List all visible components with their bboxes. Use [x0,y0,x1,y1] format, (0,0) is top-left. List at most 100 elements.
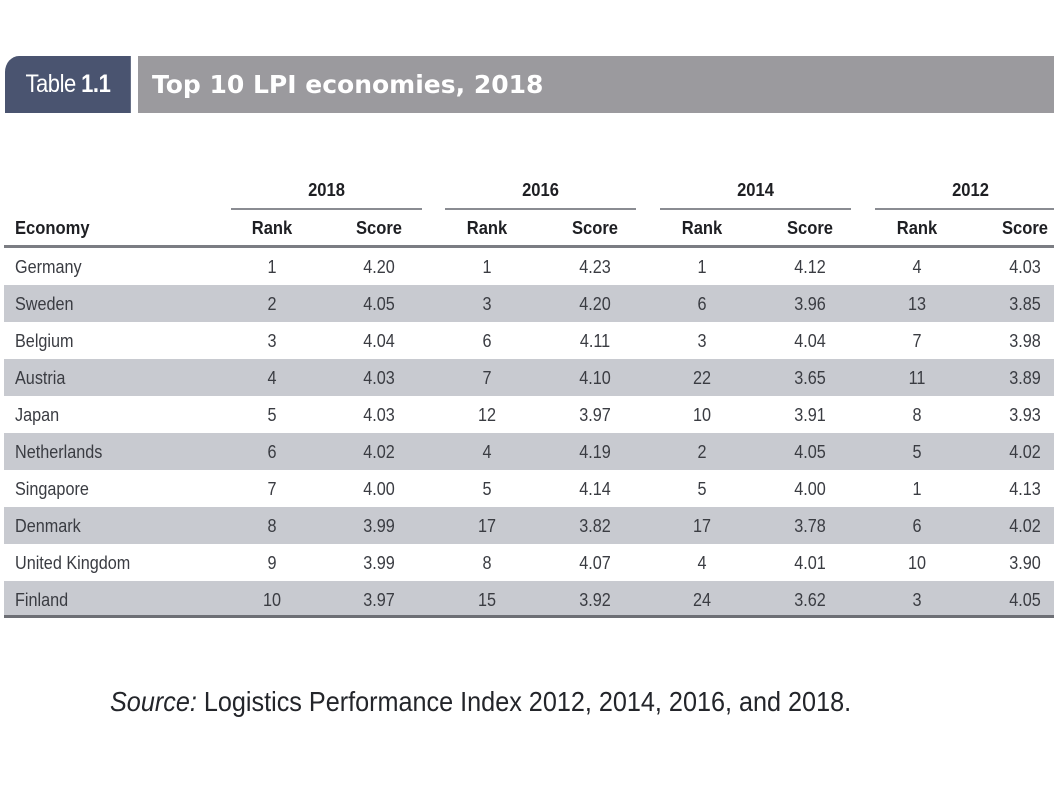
table-row: Belgium 3 4.04 6 4.11 3 4.04 7 3.98 [4,322,1054,359]
score-cell: 3.62 [794,590,826,610]
score-cell: 3.97 [363,590,395,610]
rank-cell: 5 [912,442,922,462]
table-row: Japan 5 4.03 12 3.97 10 3.91 8 3.93 [4,396,1054,433]
score-cell: 4.00 [794,479,826,499]
economy-cell: Finland [15,590,69,610]
rank-cell: 8 [267,516,277,536]
score-cell: 4.20 [579,294,611,314]
score-cell: 4.23 [579,257,611,277]
score-cell: 3.99 [363,516,395,536]
score-cell: 4.04 [363,331,395,351]
score-cell: 3.91 [794,405,826,425]
table-label-prefix: Table [25,70,76,98]
rank-cell: 5 [267,405,277,425]
rank-cell: 2 [697,442,707,462]
table-row: Sweden 2 4.05 3 4.20 6 3.96 13 3.85 [4,285,1054,322]
rank-cell: 22 [692,368,712,388]
rank-cell: 8 [912,405,922,425]
score-cell: 3.65 [794,368,826,388]
rank-cell: 10 [692,405,712,425]
rank-cell: 7 [912,331,922,351]
lpi-table: 2018 2016 2014 2012 Economy Rank Score Rank Sc… [4,170,1054,618]
rank-cell: 5 [482,479,492,499]
rank-cell: 4 [912,257,922,277]
score-cell: 4.01 [794,553,826,573]
year-header-2018: 2018 [308,180,345,200]
column-header-row: Economy Rank Score Rank Score Rank Score Rank S… [4,210,1054,248]
score-cell: 4.03 [1009,257,1041,277]
rank-cell: 9 [267,553,277,573]
score-cell: 3.98 [1009,331,1041,351]
rank-cell: 6 [912,516,922,536]
rank-cell: 3 [482,294,492,314]
score-header-2018: Score [355,218,403,238]
score-cell: 4.12 [794,257,826,277]
table-row: Finland 10 3.97 15 3.92 24 3.62 3 4.05 [4,581,1054,618]
economy-cell: Belgium [15,331,74,351]
score-cell: 4.05 [363,294,395,314]
score-cell: 3.96 [794,294,826,314]
table-label-number: 1.1 [81,70,111,98]
rank-cell: 11 [908,368,926,388]
rank-cell: 8 [482,553,492,573]
rank-cell: 15 [477,590,497,610]
economy-header: Economy [15,218,90,238]
score-cell: 3.82 [579,516,611,536]
year-header-2016: 2016 [522,180,559,200]
table-title-bar: Top 10 LPI economies, 2018 [138,56,1054,113]
economy-cell: Denmark [15,516,81,536]
score-cell: 4.03 [363,405,395,425]
score-cell: 4.05 [1009,590,1041,610]
rank-cell: 3 [267,331,277,351]
economy-cell: Sweden [15,294,74,314]
rank-cell: 10 [262,590,282,610]
score-cell: 4.11 [579,331,611,351]
year-group-rule [445,208,636,210]
score-cell: 3.99 [363,553,395,573]
score-cell: 4.00 [363,479,395,499]
score-cell: 3.92 [579,590,611,610]
score-header-2012: Score [1001,218,1049,238]
table-body: Germany 1 4.20 1 4.23 1 4.12 4 4.03 Sweden 2 4.05 3 4… [4,248,1054,618]
score-cell: 4.03 [363,368,395,388]
rank-cell: 6 [482,331,492,351]
year-header-2014: 2014 [737,180,774,200]
rank-header-2012: Rank [896,218,938,238]
score-cell: 3.89 [1009,368,1041,388]
table-row: Austria 4 4.03 7 4.10 22 3.65 11 3.89 [4,359,1054,396]
rank-cell: 10 [907,553,927,573]
rank-cell: 1 [697,257,707,277]
rank-cell: 1 [482,257,492,277]
rank-cell: 2 [267,294,277,314]
rank-cell: 7 [482,368,492,388]
rank-cell: 3 [697,331,707,351]
score-cell: 4.10 [579,368,611,388]
economy-cell: Germany [15,257,82,277]
score-cell: 4.07 [579,553,611,573]
rank-header-2018: Rank [251,218,293,238]
source-note: Source: Logistics Performance Index 2012… [110,686,851,718]
year-header-2012: 2012 [952,180,989,200]
economy-cell: Singapore [15,479,89,499]
economy-cell: Austria [15,368,66,388]
score-cell: 3.97 [579,405,611,425]
year-group-rule [875,208,1054,210]
score-cell: 3.93 [1009,405,1041,425]
rank-cell: 13 [907,294,927,314]
rank-cell: 1 [267,257,277,277]
economy-cell: United Kingdom [15,553,131,573]
table-label-tab: Table 1.1 [5,56,131,113]
rank-cell: 1 [912,479,922,499]
score-cell: 4.05 [794,442,826,462]
source-lead: Source: [110,686,197,717]
table-row: Denmark 8 3.99 17 3.82 17 3.78 6 4.02 [4,507,1054,544]
score-cell: 3.85 [1009,294,1041,314]
score-cell: 4.20 [363,257,395,277]
year-group-rule [660,208,851,210]
score-header-2016: Score [571,218,619,238]
rank-cell: 4 [482,442,492,462]
score-cell: 4.02 [1009,442,1041,462]
economy-cell: Netherlands [15,442,103,462]
score-cell: 3.78 [794,516,826,536]
rank-cell: 4 [697,553,707,573]
